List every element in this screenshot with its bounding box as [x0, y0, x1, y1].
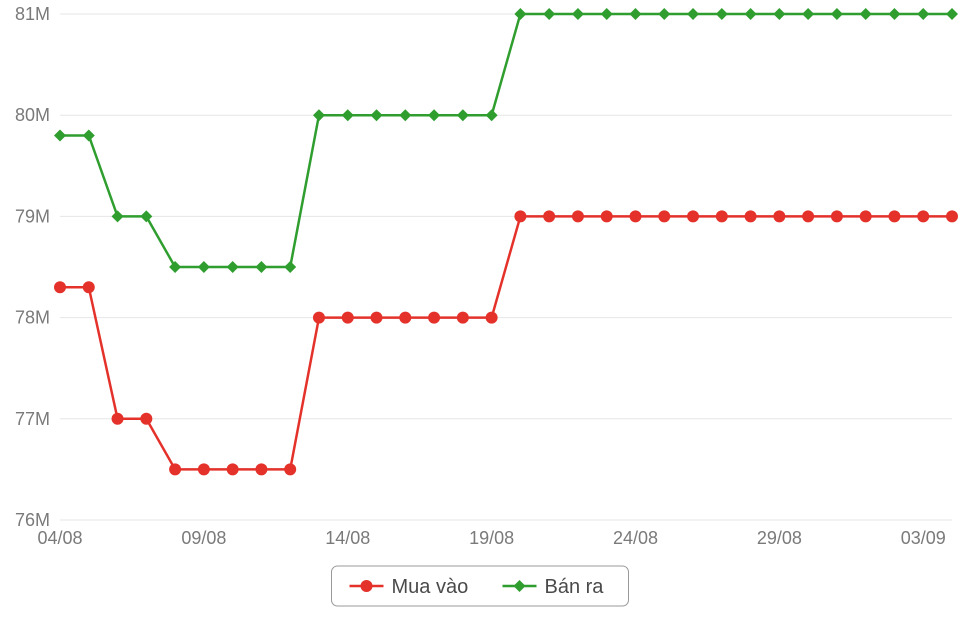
marker-mua_vao [629, 210, 641, 222]
marker-mua_vao [112, 413, 124, 425]
marker-mua_vao [399, 312, 411, 324]
marker-mua_vao [802, 210, 814, 222]
marker-mua_vao [371, 312, 383, 324]
legend-label: Mua vào [392, 576, 469, 598]
marker-mua_vao [745, 210, 757, 222]
y-axis-label: 79M [15, 206, 50, 226]
marker-mua_vao [140, 413, 152, 425]
x-axis-label: 09/08 [181, 528, 226, 548]
x-axis-label: 04/08 [37, 528, 82, 548]
marker-mua_vao [428, 312, 440, 324]
marker-mua_vao [917, 210, 929, 222]
marker-mua_vao [601, 210, 613, 222]
marker-mua_vao [284, 463, 296, 475]
marker-mua_vao [486, 312, 498, 324]
marker-mua_vao [831, 210, 843, 222]
marker-mua_vao [946, 210, 958, 222]
y-axis-label: 80M [15, 105, 50, 125]
x-axis-label: 14/08 [325, 528, 370, 548]
y-axis-label: 76M [15, 510, 50, 530]
x-axis-label: 29/08 [757, 528, 802, 548]
marker-mua_vao [888, 210, 900, 222]
legend: Mua vào Bán ra [332, 566, 629, 606]
marker-mua_vao [227, 463, 239, 475]
marker-mua_vao [83, 281, 95, 293]
y-axis-label: 77M [15, 409, 50, 429]
legend-swatch-marker [361, 580, 373, 592]
marker-mua_vao [255, 463, 267, 475]
marker-mua_vao [773, 210, 785, 222]
chart-svg: 76M 77M 78M 79M 80M 81M 04/08 09/08 14/08 19/08 24… [0, 0, 960, 617]
marker-mua_vao [572, 210, 584, 222]
x-axis-label: 03/09 [901, 528, 946, 548]
marker-mua_vao [54, 281, 66, 293]
x-axis-label: 19/08 [469, 528, 514, 548]
marker-mua_vao [457, 312, 469, 324]
marker-mua_vao [716, 210, 728, 222]
y-axis-label: 78M [15, 308, 50, 328]
marker-mua_vao [169, 463, 181, 475]
legend-label: Bán ra [545, 576, 605, 598]
x-axis-label: 24/08 [613, 528, 658, 548]
marker-mua_vao [543, 210, 555, 222]
marker-mua_vao [198, 463, 210, 475]
marker-mua_vao [514, 210, 526, 222]
marker-mua_vao [860, 210, 872, 222]
price-chart: 76M 77M 78M 79M 80M 81M 04/08 09/08 14/08 19/08 24… [0, 0, 960, 617]
marker-mua_vao [313, 312, 325, 324]
y-axis-label: 81M [15, 4, 50, 24]
marker-mua_vao [342, 312, 354, 324]
marker-mua_vao [658, 210, 670, 222]
marker-mua_vao [687, 210, 699, 222]
